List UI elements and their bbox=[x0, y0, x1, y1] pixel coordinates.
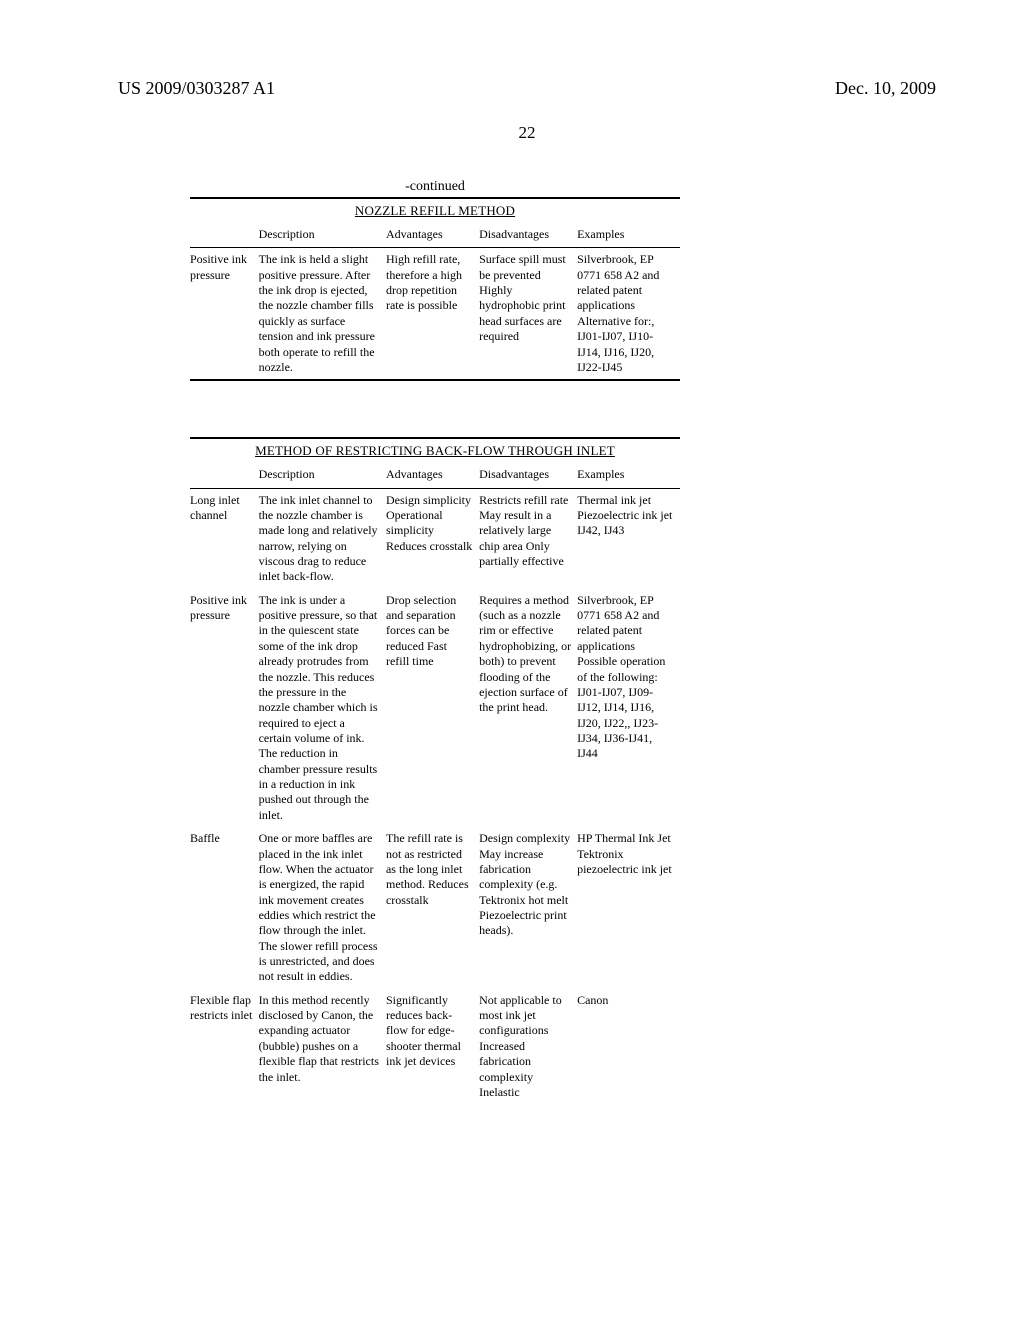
page-number: 22 bbox=[118, 123, 936, 143]
table-cell: Flexible flap restricts inlet bbox=[190, 989, 259, 1105]
table-cell: Drop selection and separation forces can… bbox=[386, 589, 479, 827]
publication-number: US 2009/0303287 A1 bbox=[118, 78, 275, 99]
table-backflow-method: METHOD OF RESTRICTING BACK-FLOW THROUGH … bbox=[190, 437, 680, 1104]
table-cell: Not applicable to most ink jet configura… bbox=[479, 989, 577, 1105]
continued-label: -continued bbox=[190, 179, 680, 195]
table-cell: Significantly reduces back-flow for edge… bbox=[386, 989, 479, 1105]
col-header: Examples bbox=[577, 462, 680, 487]
table-nozzle-refill: -continued NOZZLE REFILL METHOD Descript… bbox=[190, 179, 680, 381]
table: Description Advantages Disadvantages Exa… bbox=[190, 222, 680, 379]
table-cell: Thermal ink jet Piezoelectric ink jet IJ… bbox=[577, 489, 680, 589]
col-header: Description bbox=[259, 462, 386, 487]
rule bbox=[190, 379, 680, 381]
col-header bbox=[190, 222, 259, 247]
table-cell: In this method recently disclosed by Can… bbox=[259, 989, 386, 1105]
table: Description Advantages Disadvantages Exa… bbox=[190, 462, 680, 1104]
table-cell: Silverbrook, EP 0771 658 A2 and related … bbox=[577, 248, 680, 379]
col-header: Examples bbox=[577, 222, 680, 247]
col-header: Disadvantages bbox=[479, 222, 577, 247]
table-title: METHOD OF RESTRICTING BACK-FLOW THROUGH … bbox=[190, 439, 680, 462]
col-header: Description bbox=[259, 222, 386, 247]
col-header bbox=[190, 462, 259, 487]
page-header: US 2009/0303287 A1 Dec. 10, 2009 bbox=[118, 78, 936, 99]
table-cell: One or more baffles are placed in the in… bbox=[259, 827, 386, 989]
publication-date: Dec. 10, 2009 bbox=[835, 78, 936, 99]
table-row: Positive ink pressureThe ink is held a s… bbox=[190, 248, 680, 379]
table-cell: High refill rate, therefore a high drop … bbox=[386, 248, 479, 379]
table-cell: The ink is under a positive pressure, so… bbox=[259, 589, 386, 827]
table-row: BaffleOne or more baffles are placed in … bbox=[190, 827, 680, 989]
table-cell: Requires a method (such as a nozzle rim … bbox=[479, 589, 577, 827]
table-cell: Positive ink pressure bbox=[190, 248, 259, 379]
table-cell: Canon bbox=[577, 989, 680, 1105]
table-row: Positive ink pressureThe ink is under a … bbox=[190, 589, 680, 827]
table-cell: Restricts refill rate May result in a re… bbox=[479, 489, 577, 589]
table-cell: Long inlet channel bbox=[190, 489, 259, 589]
table-cell: Design complexity May increase fabricati… bbox=[479, 827, 577, 989]
table-row: Long inlet channelThe ink inlet channel … bbox=[190, 489, 680, 589]
table-cell: The ink inlet channel to the nozzle cham… bbox=[259, 489, 386, 589]
table-cell: The ink is held a slight positive pressu… bbox=[259, 248, 386, 379]
table-cell: Baffle bbox=[190, 827, 259, 989]
table-cell: HP Thermal Ink Jet Tektronix piezoelectr… bbox=[577, 827, 680, 989]
col-header: Disadvantages bbox=[479, 462, 577, 487]
table-header-row: Description Advantages Disadvantages Exa… bbox=[190, 462, 680, 487]
table-cell: Silverbrook, EP 0771 658 A2 and related … bbox=[577, 589, 680, 827]
col-header: Advantages bbox=[386, 462, 479, 487]
table-cell: Surface spill must be prevented Highly h… bbox=[479, 248, 577, 379]
table-title: NOZZLE REFILL METHOD bbox=[190, 199, 680, 222]
table-cell: Positive ink pressure bbox=[190, 589, 259, 827]
table-cell: The refill rate is not as restricted as … bbox=[386, 827, 479, 989]
table-row: Flexible flap restricts inletIn this met… bbox=[190, 989, 680, 1105]
col-header: Advantages bbox=[386, 222, 479, 247]
table-header-row: Description Advantages Disadvantages Exa… bbox=[190, 222, 680, 247]
table-cell: Design simplicity Operational simplicity… bbox=[386, 489, 479, 589]
